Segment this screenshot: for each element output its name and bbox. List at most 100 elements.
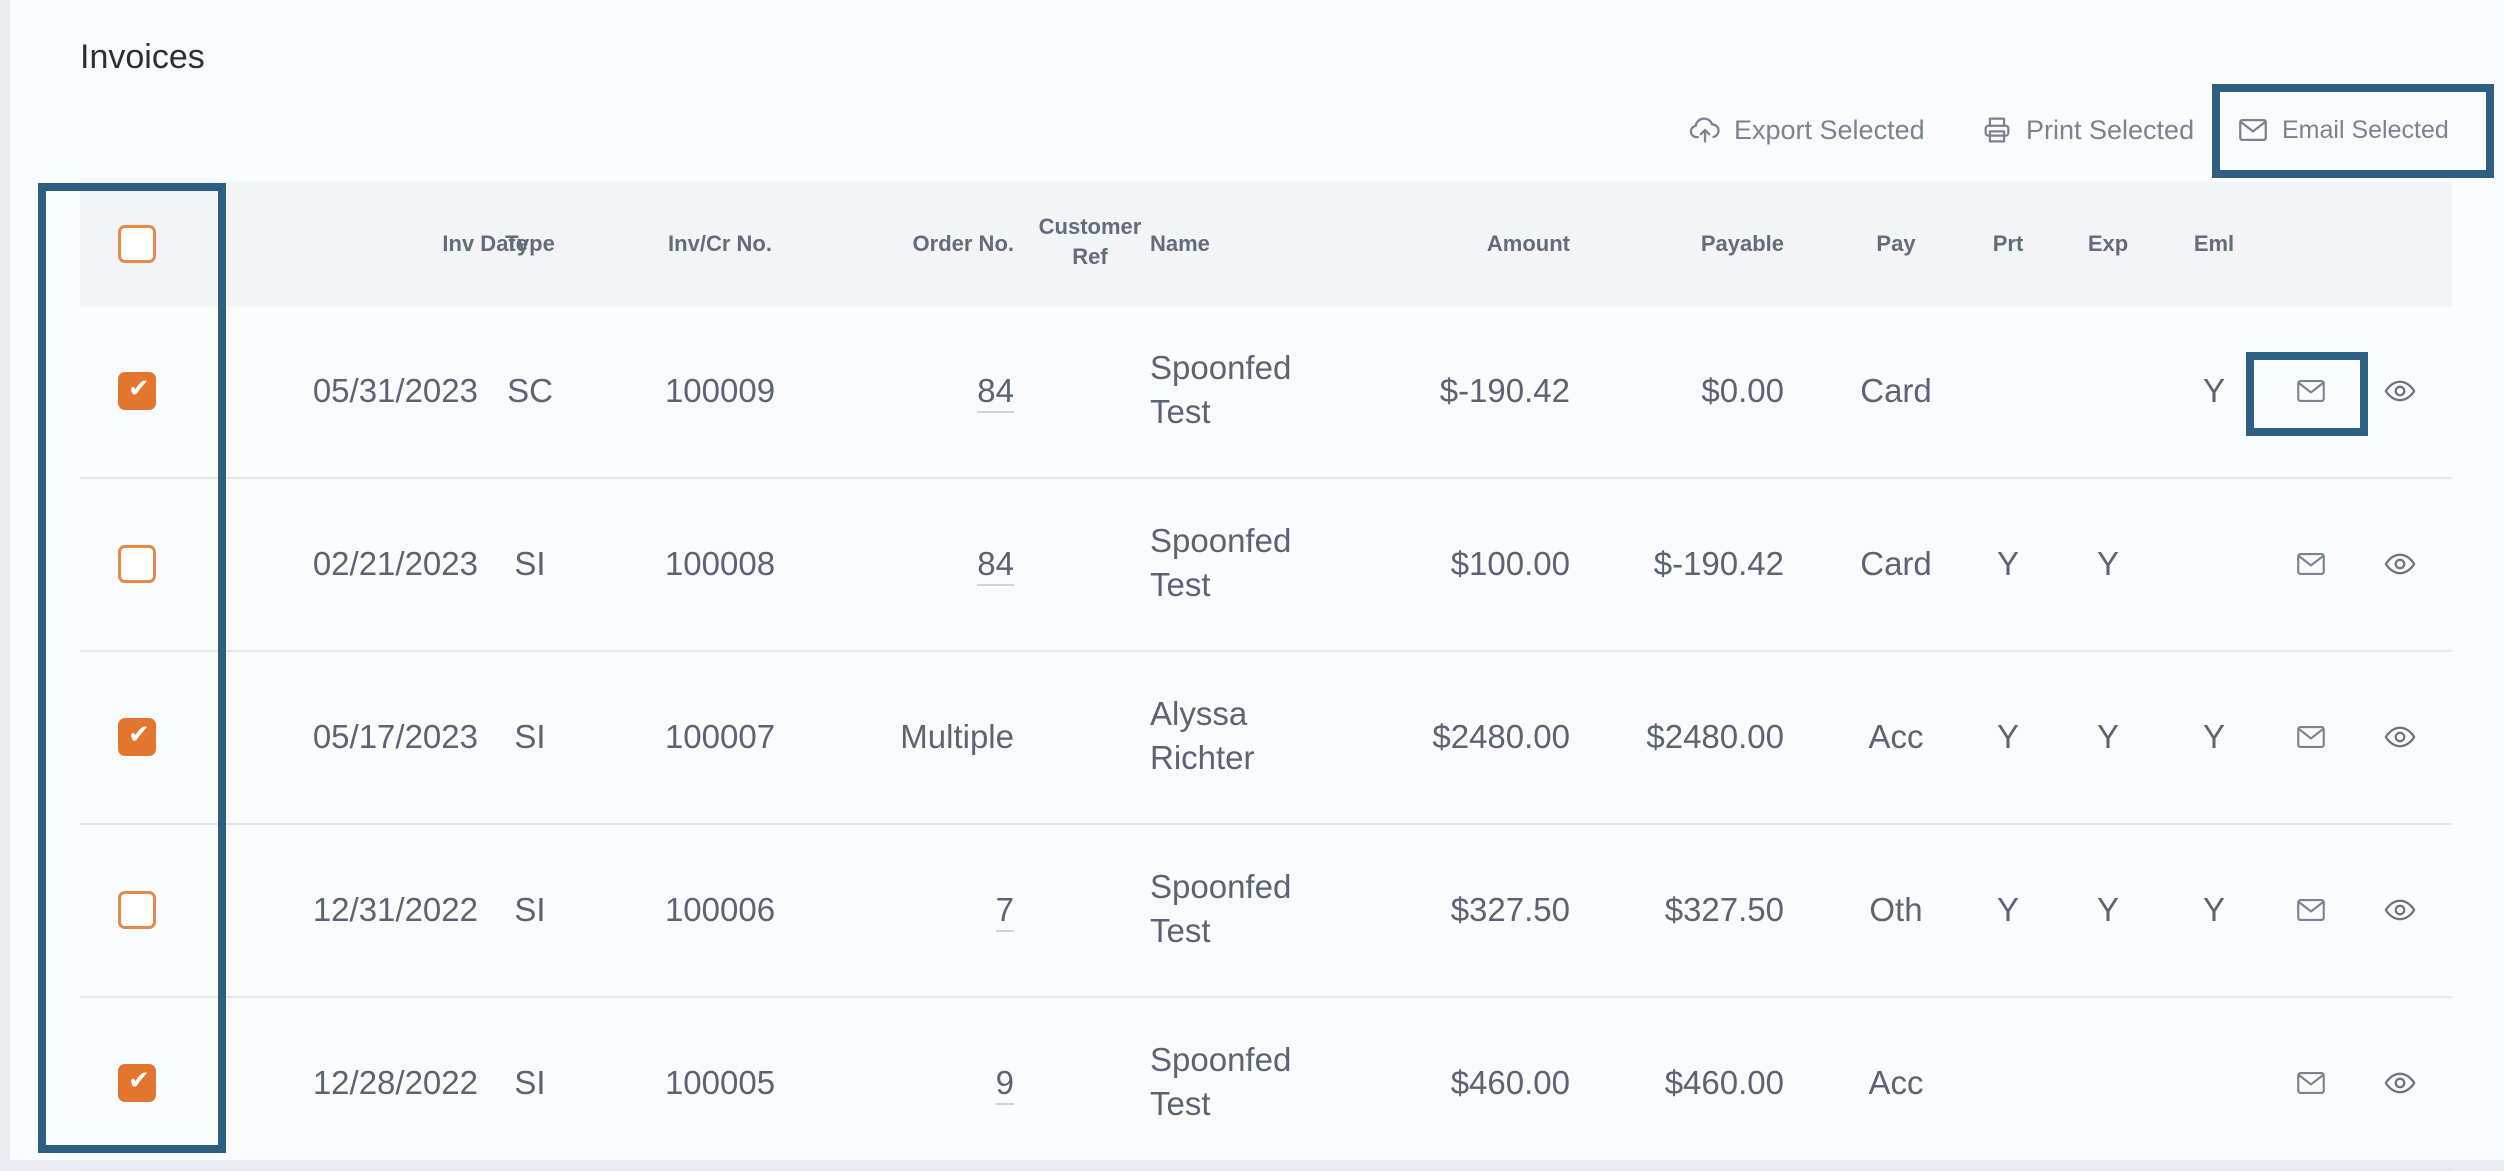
cell-inv-date: 05/17/2023 (312, 718, 478, 755)
cell-pay: Oth (1869, 891, 1923, 928)
row-checkbox[interactable] (118, 891, 156, 929)
col-type[interactable]: Type (505, 231, 555, 256)
col-inv-date[interactable]: Inv Date (442, 231, 528, 256)
eye-icon[interactable] (2383, 374, 2417, 408)
mail-icon[interactable] (2294, 374, 2328, 408)
cell-payable: $-190.42 (1653, 545, 1784, 582)
col-name[interactable]: Name (1150, 231, 1210, 256)
order-link[interactable]: 84 (977, 545, 1014, 586)
col-amount[interactable]: Amount (1486, 231, 1570, 256)
order-link[interactable]: Multiple (900, 718, 1014, 755)
email-selected-label: Email Selected (2282, 115, 2449, 144)
cell-pay: Card (1860, 545, 1932, 582)
cell-order-no: 9 (780, 1061, 1014, 1105)
cell-pay: Card (1860, 372, 1932, 409)
order-link[interactable]: 7 (995, 891, 1014, 932)
cell-pay: Acc (1868, 1064, 1924, 1101)
cloud-upload-icon (1689, 117, 1720, 143)
mail-icon (2239, 118, 2267, 142)
cell-exp: Y (2096, 891, 2119, 928)
row-checkbox[interactable] (118, 1064, 156, 1102)
cell-eml: Y (2202, 891, 2225, 928)
cell-payable: $327.50 (1664, 891, 1784, 928)
cell-exp: Y (2096, 545, 2119, 582)
col-payable[interactable]: Payable (1700, 231, 1784, 256)
cell-payable: $460.00 (1664, 1064, 1784, 1101)
col-customer-ref[interactable]: Customer Ref (950, 212, 1230, 272)
name-line2: Richter (1150, 739, 1255, 776)
cell-type: SI (514, 718, 546, 755)
name-line1: Spoonfed (1150, 349, 1292, 386)
cell-amount: $327.50 (1450, 891, 1570, 928)
eye-icon[interactable] (2383, 1066, 2417, 1100)
row-checkbox[interactable] (118, 718, 156, 756)
cell-order-no: 7 (780, 888, 1014, 932)
export-selected-button[interactable]: Export Selected (1688, 108, 1925, 152)
order-link[interactable]: 84 (977, 372, 1014, 413)
name-line1: Alyssa (1150, 695, 1248, 732)
eye-icon[interactable] (2383, 893, 2417, 927)
cell-type: SI (514, 1064, 546, 1101)
cell-inv-no: 100006 (664, 891, 776, 928)
col-inv-no[interactable]: Inv/Cr No. (668, 231, 772, 256)
page-title: Invoices (80, 38, 205, 76)
cell-amount: $2480.00 (1432, 718, 1570, 755)
table-row[interactable]: 02/21/2023 SI 100008 84 Spoonfed Test $1… (80, 479, 2452, 652)
eye-icon[interactable] (2383, 547, 2417, 581)
cell-inv-no: 100008 (664, 545, 776, 582)
col-exp[interactable]: Exp (2087, 231, 2129, 256)
cell-type: SC (507, 372, 553, 409)
row-checkbox[interactable] (118, 372, 156, 410)
name-line1: Spoonfed (1150, 868, 1292, 905)
mail-icon[interactable] (2294, 1066, 2328, 1100)
printer-icon (1984, 117, 2010, 143)
col-customer-ref-line1: Customer (1038, 214, 1142, 239)
cell-prt: Y (1996, 718, 2019, 755)
cell-name: Alyssa Richter (1150, 692, 1255, 780)
table-body: 05/31/2023 SC 100009 84 Spoonfed Test $-… (80, 306, 2452, 1171)
cell-inv-date: 02/21/2023 (312, 545, 478, 582)
invoices-table: Inv Date Type Inv/Cr No. Order No. Custo… (80, 182, 2452, 1171)
cell-inv-no: 100007 (664, 718, 776, 755)
mail-icon[interactable] (2294, 720, 2328, 754)
cell-inv-date: 12/31/2022 (312, 891, 478, 928)
cell-type: SI (514, 891, 546, 928)
col-pay[interactable]: Pay (1876, 231, 1916, 256)
col-eml[interactable]: Eml (2193, 231, 2235, 256)
cell-prt: Y (1996, 545, 2019, 582)
name-line2: Test (1150, 393, 1211, 430)
name-line1: Spoonfed (1150, 1041, 1292, 1078)
cell-order-no: Multiple (780, 715, 1014, 759)
table-row[interactable]: 12/28/2022 SI 100005 9 Spoonfed Test $46… (80, 998, 2452, 1171)
eye-icon[interactable] (2383, 720, 2417, 754)
cell-pay: Acc (1868, 718, 1924, 755)
cell-amount: $-190.42 (1439, 372, 1570, 409)
cell-amount: $460.00 (1450, 1064, 1570, 1101)
cell-name: Spoonfed Test (1150, 519, 1291, 607)
select-all-checkbox[interactable] (118, 225, 156, 263)
cell-name: Spoonfed Test (1150, 1038, 1291, 1126)
cell-name: Spoonfed Test (1150, 346, 1291, 434)
table-row[interactable]: 12/31/2022 SI 100006 7 Spoonfed Test $32… (80, 825, 2452, 998)
print-selected-button[interactable]: Print Selected (1980, 108, 2194, 152)
email-selected-button[interactable]: Email Selected (2236, 108, 2449, 152)
col-order-no[interactable]: Order No. (912, 231, 1014, 256)
cell-order-no: 84 (780, 542, 1014, 586)
mail-icon[interactable] (2294, 547, 2328, 581)
cell-inv-no: 100009 (664, 372, 776, 409)
cell-payable: $2480.00 (1646, 718, 1784, 755)
name-line2: Test (1150, 1085, 1211, 1122)
col-prt[interactable]: Prt (1992, 231, 2024, 256)
mail-icon[interactable] (2294, 893, 2328, 927)
row-checkbox[interactable] (118, 545, 156, 583)
name-line2: Test (1150, 566, 1211, 603)
order-link[interactable]: 9 (995, 1064, 1014, 1105)
cell-eml: Y (2202, 372, 2225, 409)
cell-payable: $0.00 (1701, 372, 1784, 409)
table-row[interactable]: 05/17/2023 SI 100007 Multiple Alyssa Ric… (80, 652, 2452, 825)
invoices-panel: Invoices Export Selected Print Selected … (10, 0, 2504, 1171)
cell-name: Spoonfed Test (1150, 865, 1291, 953)
cell-type: SI (514, 545, 546, 582)
table-row[interactable]: 05/31/2023 SC 100009 84 Spoonfed Test $-… (80, 306, 2452, 479)
print-selected-label: Print Selected (2026, 114, 2195, 145)
